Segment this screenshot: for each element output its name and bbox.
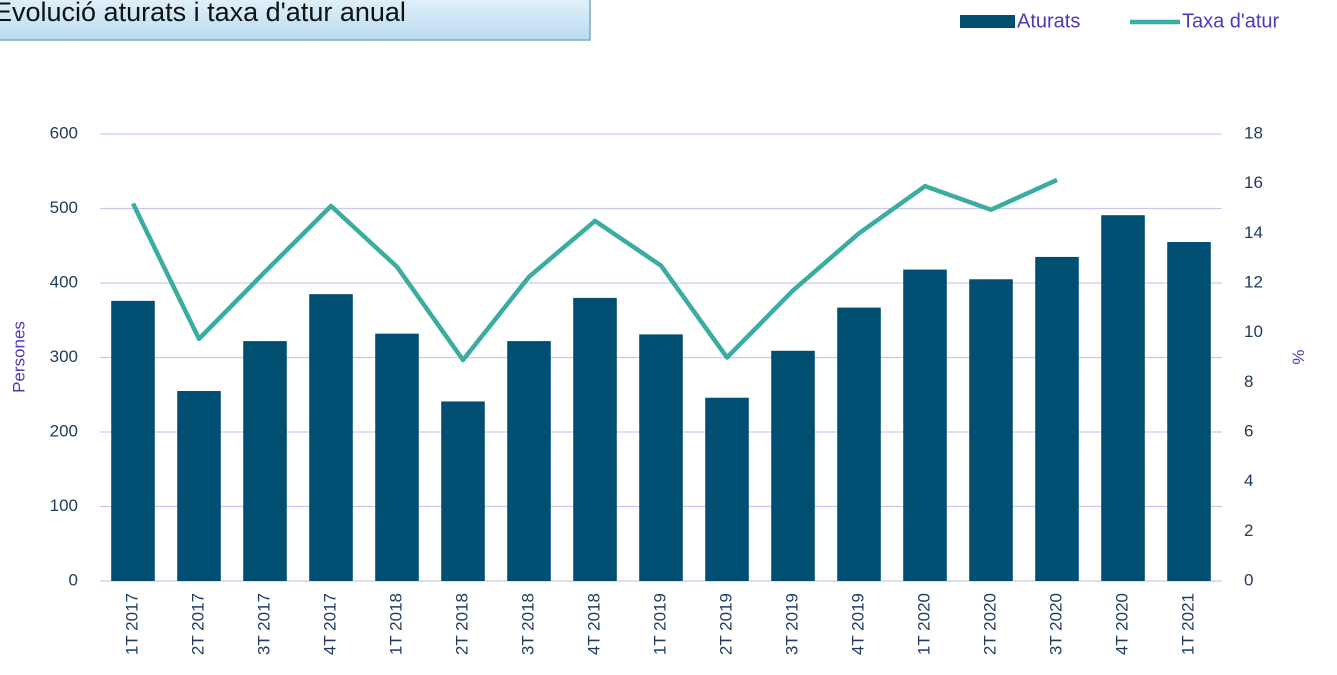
bar (969, 279, 1013, 581)
bar (573, 297, 617, 581)
x-tick-label: 1T 2021 (1178, 593, 1197, 655)
y-tick-label: 200 (50, 421, 78, 440)
bar (243, 341, 287, 581)
x-tick-label: 3T 2020 (1046, 593, 1065, 655)
x-tick-label: 2T 2017 (188, 593, 207, 655)
y2-tick-label: 14 (1244, 223, 1263, 242)
x-tick-label: 1T 2018 (386, 593, 405, 655)
bar (441, 401, 485, 581)
bar (177, 391, 221, 581)
y2-tick-label: 10 (1244, 322, 1263, 341)
x-tick-label: 4T 2017 (320, 593, 339, 655)
x-tick-label: 1T 2017 (122, 593, 141, 655)
bar (639, 334, 683, 581)
x-tick-label: 4T 2019 (848, 593, 867, 655)
chart-title: Evolució aturats i taxa d'atur anual (0, 0, 406, 27)
x-tick-label: 4T 2018 (584, 593, 603, 655)
bar (507, 341, 551, 581)
y-tick-label: 300 (50, 347, 78, 366)
legend-text: Taxa d'atur (1182, 10, 1280, 32)
y2-tick-label: 18 (1244, 123, 1263, 142)
y-axis-title: Persones (9, 321, 28, 393)
bar (903, 269, 947, 581)
y2-tick-label: 2 (1244, 521, 1253, 540)
bar (1101, 215, 1145, 581)
line (130, 177, 1058, 363)
bar (111, 300, 155, 581)
bar (309, 294, 353, 581)
y2-tick-label: 6 (1244, 421, 1253, 440)
x-tick-label: 2T 2020 (980, 593, 999, 655)
bar (1035, 256, 1079, 581)
title-box (0, 0, 591, 41)
x-tick-label: 1T 2019 (650, 593, 669, 655)
x-tick-label: 1T 2020 (914, 593, 933, 655)
bar (1167, 242, 1211, 581)
bar (771, 350, 815, 581)
x-tick-label: 3T 2018 (518, 593, 537, 655)
y-tick-label: 400 (50, 272, 78, 291)
y2-axis-title: % (1289, 349, 1308, 364)
bar (375, 333, 419, 581)
y-tick-label: 100 (50, 496, 78, 515)
y2-tick-label: 4 (1244, 471, 1253, 490)
legend-text: Aturats (1017, 10, 1080, 32)
legend-swatch (960, 15, 1015, 28)
y-tick-label: 600 (50, 123, 78, 142)
y-tick-label: 0 (69, 570, 78, 589)
y2-tick-label: 16 (1244, 173, 1263, 192)
x-tick-label: 2T 2019 (716, 593, 735, 655)
y2-tick-label: 8 (1244, 372, 1253, 391)
y2-tick-label: 12 (1244, 272, 1263, 291)
bar (837, 307, 881, 581)
x-tick-label: 3T 2017 (254, 593, 273, 655)
x-tick-label: 4T 2020 (1112, 593, 1131, 655)
x-tick-label: 2T 2018 (452, 593, 471, 655)
x-tick-label: 3T 2019 (782, 593, 801, 655)
y-tick-label: 500 (50, 198, 78, 217)
y2-tick-label: 0 (1244, 570, 1253, 589)
bar (705, 397, 749, 581)
